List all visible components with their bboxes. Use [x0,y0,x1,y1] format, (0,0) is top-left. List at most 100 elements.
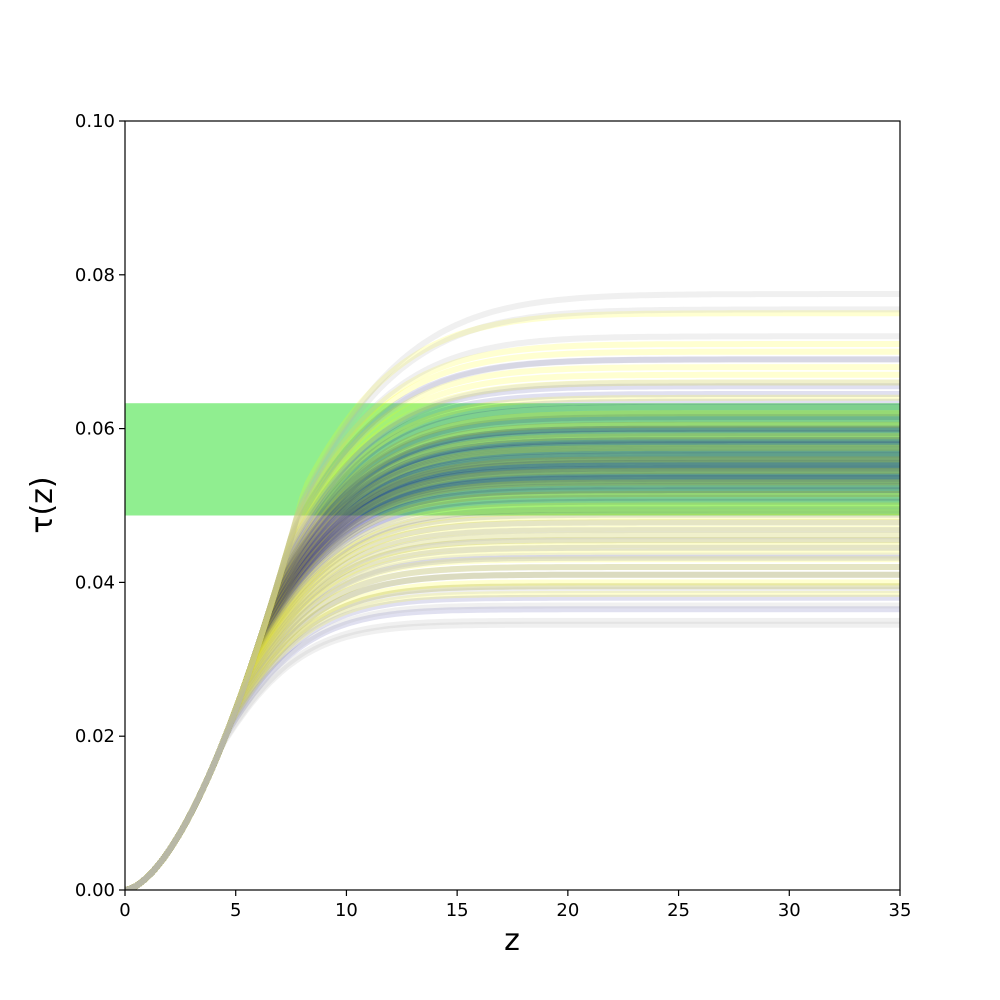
y-tick-label: 0.06 [75,419,115,440]
tau-curve [125,571,900,890]
tau-curve [125,491,900,890]
tau-curve [125,552,900,890]
tau-curve [125,602,900,890]
tau-curve [125,356,900,890]
tau-curve [125,527,900,890]
observed-tau-band-layer [125,403,900,516]
tau-curve [125,391,900,890]
tau-curve [125,394,900,890]
tau-curve [125,479,900,890]
x-tick-label: 35 [889,900,912,921]
tau-curve [125,475,900,890]
tau-curve [125,556,900,890]
tau-curve [125,348,900,890]
tau-curve [125,587,900,890]
tau-curve [125,506,900,890]
x-tick-label: 15 [446,900,469,921]
tau-curve [125,473,900,890]
tau-curve [125,410,900,890]
tau-curve [125,414,900,890]
tau-curve [125,471,900,890]
x-tick-label: 5 [230,900,241,921]
tau-curve [125,498,900,890]
tau-curve [125,621,900,890]
tau-curve [125,425,900,890]
tau-curve [125,487,900,890]
x-tick-label: 20 [556,900,579,921]
tau-curve [125,379,900,890]
tau-curve [125,427,900,890]
x-axis-label: z [504,923,520,958]
tau-curve [125,445,900,890]
tau-curve [125,542,900,890]
tau-curve [125,537,900,890]
tau-curve [125,404,900,890]
tau-curves-layer [125,291,900,890]
tau-curve [125,525,900,890]
tau-curve [125,371,900,890]
tau-curve [125,564,900,890]
tau-curve [125,537,900,890]
tau-curve [125,451,900,890]
tau-curve [125,425,900,890]
tau-curve [125,416,900,890]
tau-curve [125,474,900,890]
tau-curve [125,477,900,890]
tau-curve [125,564,900,890]
tau-curve [125,448,900,890]
tau-curve [125,470,900,890]
tau-curve [125,437,900,890]
tau-curve [125,437,900,890]
tau-curve [125,514,900,890]
x-tick-label: 0 [119,900,130,921]
tau-curve [125,519,900,890]
tau-curve [125,383,900,890]
tau-curve [125,571,900,890]
tau-curve [125,479,900,890]
tau-curve [125,465,900,890]
tau-curve [125,441,900,890]
tau-curve [125,454,900,890]
tau-curve [125,554,900,890]
tau-curve [125,579,900,890]
x-tick-label: 25 [667,900,690,921]
y-axis-label: τ(z) [25,476,60,533]
y-tick-label: 0.00 [75,880,115,901]
tau-curve [125,444,900,890]
tau-curve [125,291,900,890]
tau-curve [125,430,900,890]
tau-curve [125,433,900,890]
y-tick-label: 0.04 [75,572,115,593]
tau-curve [125,511,900,890]
tau-curve [125,433,900,890]
tau-curve [125,462,900,890]
tau-curve [125,533,900,890]
tau-curve [125,421,900,890]
tau-curve [125,571,900,890]
plot-frame [124,120,901,891]
tau-curve [125,467,900,890]
tau-curve [125,442,900,890]
observed-tau-band [125,403,900,516]
tau-curve [125,583,900,890]
tau-curve [125,467,900,890]
tau-curve [125,410,900,890]
x-tick-label: 30 [778,900,801,921]
tau-curve [125,447,900,890]
x-tick-label: 10 [335,900,358,921]
tau-curve [125,306,900,890]
tau-curve [125,481,900,890]
tau-curve [125,487,900,890]
tau-curve [125,460,900,890]
tau-curve [125,364,900,890]
tau-curve [125,590,900,890]
tau-curve [125,548,900,890]
y-tick-label: 0.08 [75,265,115,286]
tau-curve [125,452,900,890]
y-tick-label: 0.02 [75,726,115,747]
tau-curve [125,310,900,890]
tau-curve [125,465,900,890]
tau-curve [125,491,900,890]
tau-curve [125,531,900,890]
